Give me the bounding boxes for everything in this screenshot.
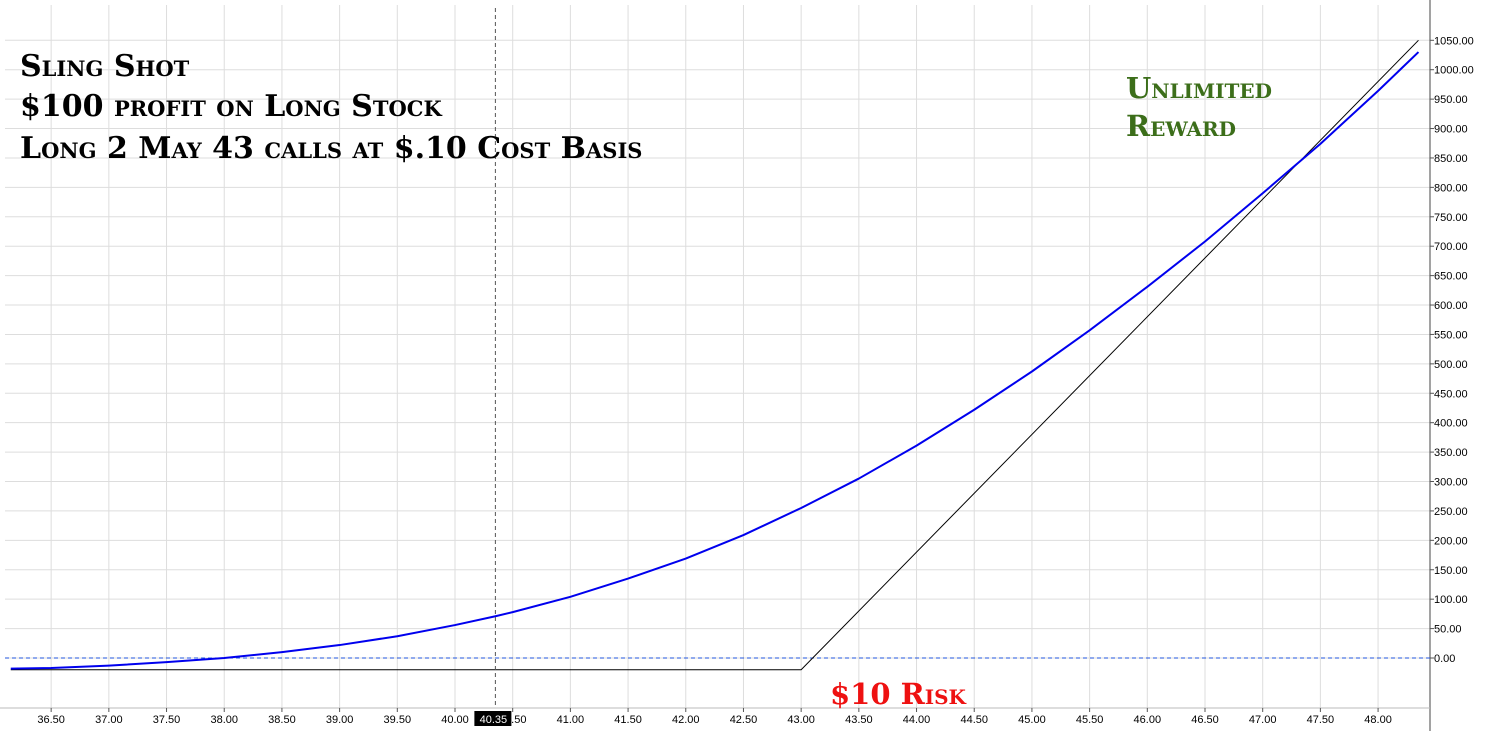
y-tick-label: 950.00	[1434, 94, 1468, 106]
y-tick-label: 150.00	[1434, 565, 1468, 577]
cursor-label-box	[474, 711, 512, 726]
risk-annotation: $10 Risk	[830, 677, 967, 711]
x-tick-label: 42.50	[730, 714, 758, 726]
y-tick-label: 700.00	[1434, 241, 1468, 253]
title-line-1: Sling Shot	[20, 49, 190, 84]
x-tick-label: 48.00	[1364, 714, 1392, 726]
y-tick-label: 850.00	[1434, 153, 1468, 165]
y-tick-label: 550.00	[1434, 329, 1468, 341]
y-tick-label: 450.00	[1434, 388, 1468, 400]
y-tick-label: 200.00	[1434, 535, 1468, 547]
y-tick-label: 50.00	[1434, 624, 1462, 636]
x-tick-label: 37.00	[95, 714, 123, 726]
x-tick-label: 39.50	[384, 714, 412, 726]
y-tick-label: 250.00	[1434, 506, 1468, 518]
y-tick-label: 1050.00	[1434, 35, 1474, 47]
x-tick-label: 41.50	[614, 714, 642, 726]
x-tick-label: 37.50	[153, 714, 181, 726]
theoretical-payoff-curve	[10, 51, 1420, 670]
y-tick-label: 1000.00	[1434, 65, 1474, 77]
axes	[0, 0, 1431, 731]
y-tick-label: 300.00	[1434, 477, 1468, 489]
y-tick-label: 600.00	[1434, 300, 1468, 312]
y-tick-label: 0.00	[1434, 653, 1455, 665]
x-tick-label: 38.00	[210, 714, 238, 726]
cursor-layer: 40.35	[474, 8, 512, 726]
chart-title: Sling Shot $100 profit on Long Stock Lon…	[20, 49, 642, 166]
x-tick-label: 38.50	[268, 714, 296, 726]
y-tick-label: 900.00	[1434, 124, 1468, 136]
x-tick-label: 45.00	[1018, 714, 1046, 726]
y-tick-label: 750.00	[1434, 212, 1468, 224]
y-tick-label: 400.00	[1434, 418, 1468, 430]
x-tick-label: 40.00	[441, 714, 469, 726]
x-tick-label: 47.00	[1249, 714, 1277, 726]
y-tick-label: 350.00	[1434, 447, 1468, 459]
title-line-2: $100 profit on Long Stock	[20, 89, 442, 124]
x-tick-label: 44.00	[903, 714, 931, 726]
x-tick-label: 42.00	[672, 714, 700, 726]
x-tick-label: 46.00	[1134, 714, 1162, 726]
y-tick-label: 800.00	[1434, 182, 1468, 194]
x-tick-label: 46.50	[1191, 714, 1219, 726]
x-tick-label: 43.00	[787, 714, 815, 726]
y-tick-label: 500.00	[1434, 359, 1468, 371]
x-tick-label: 44.50	[960, 714, 988, 726]
gridlines	[5, 5, 1430, 708]
reward-annotation-line-2: Reward	[1126, 109, 1236, 143]
y-tick-label: 100.00	[1434, 594, 1468, 606]
x-tick-label: 43.50	[845, 714, 873, 726]
expiration-payoff-line	[10, 39, 1419, 671]
x-tick-label: 39.00	[326, 714, 354, 726]
x-tick-label: 45.50	[1076, 714, 1104, 726]
title-line-3: Long 2 May 43 calls at $.10 Cost Basis	[20, 131, 642, 166]
reward-annotation-line-1: Unlimited	[1126, 71, 1272, 105]
x-tick-label: 41.00	[557, 714, 585, 726]
y-tick-label: 650.00	[1434, 271, 1468, 283]
series-layer	[5, 39, 1430, 671]
x-tick-label: 36.50	[37, 714, 65, 726]
y-axis-ticks: 0.00 50.00 100.00 150.00 200.00 250.00 300.00 3…	[1430, 35, 1474, 665]
cursor-label: 40.35	[480, 714, 508, 726]
x-tick-label: 47.50	[1307, 714, 1335, 726]
